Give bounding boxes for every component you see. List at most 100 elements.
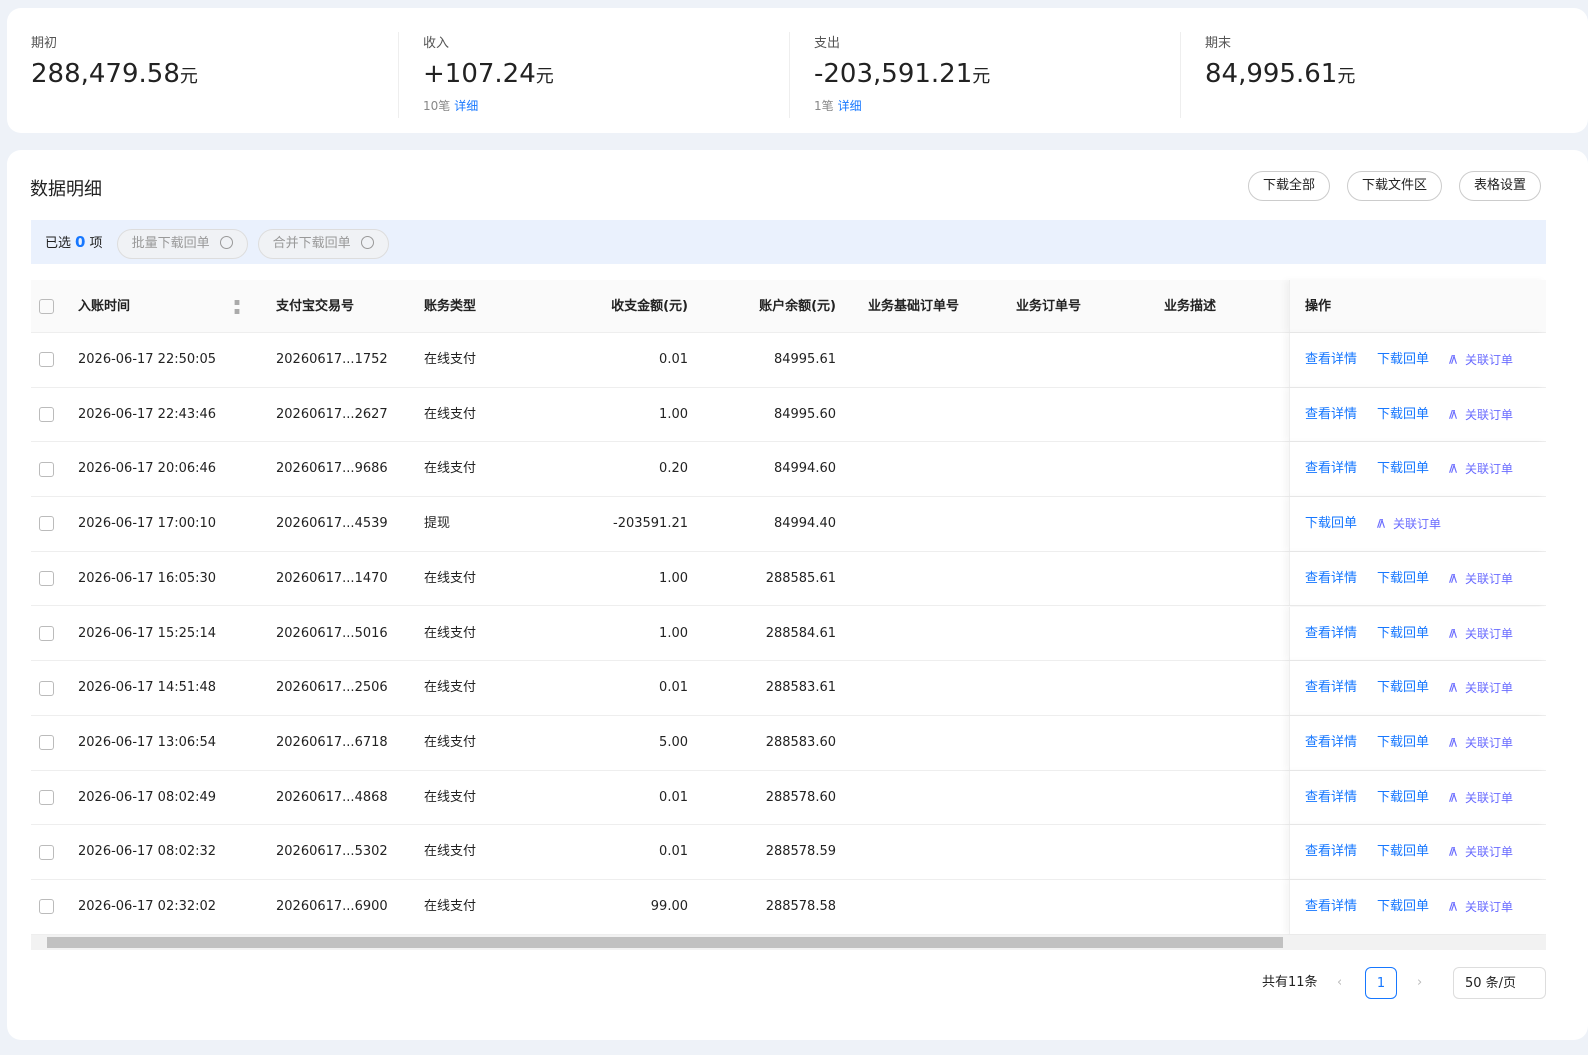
cell: 20260617...4868 (276, 789, 388, 805)
next-page[interactable]: › (1417, 975, 1423, 990)
checkbox[interactable] (39, 625, 54, 641)
summary-label: 期初 (31, 36, 58, 51)
amount: +107.24 (423, 59, 536, 89)
selected-suffix: 项 (89, 236, 103, 251)
table-row: 2026-06-17 08:02:49 20260617...4868 在线支付 0.… (31, 770, 1546, 826)
unit: 元 (972, 66, 991, 87)
scrollbar[interactable] (31, 935, 1546, 950)
action-link[interactable]: 查看详情 (1305, 406, 1358, 422)
selected-prefix: 已选 (45, 236, 72, 251)
action-link[interactable]: 下载回单 (1377, 406, 1430, 422)
summary-item: 支出 -203,591.21元 1笔 详细 (789, 32, 1180, 118)
action-link[interactable]: 下载回单 (1377, 734, 1430, 750)
cell: 在线支付 (424, 352, 477, 367)
cell: 20260617...5302 (276, 844, 388, 860)
detail-card: 数据明细 已选 0 项 批量下载回单 合并下载回单 入账时间 支付宝交易号 账务类型 收支金… (7, 150, 1588, 1040)
link-icon: //\ (1449, 790, 1457, 804)
link-icon: //\ (1449, 462, 1457, 476)
cell: 20260617...6718 (276, 734, 388, 750)
action-link[interactable]: 下载回单 (1377, 570, 1430, 586)
checkbox[interactable] (39, 789, 54, 805)
cell: 84994.40 (773, 516, 836, 532)
cell: -203591.21 (613, 516, 688, 532)
link-order[interactable]: 关联订单 (1393, 517, 1442, 532)
summary-count: 1笔 详细 (814, 97, 1180, 114)
action-link[interactable]: 查看详情 (1305, 844, 1358, 860)
action-link[interactable]: 下载回单 (1377, 461, 1430, 477)
action-link[interactable]: 查看详情 (1305, 352, 1358, 367)
cell: 20260617...1752 (276, 352, 388, 367)
table-row: 2026-06-17 13:06:54 20260617...6718 在线支付 5.… (31, 715, 1546, 771)
prev-page[interactable]: ‹ (1337, 975, 1343, 990)
page-size[interactable]: 50 条/页 (1453, 967, 1546, 999)
action-link[interactable]: 下载回单 (1377, 844, 1430, 860)
unit: 元 (179, 66, 198, 87)
toolbar-button[interactable]: 表格设置 (1459, 171, 1542, 201)
link-icon: //\ (1449, 735, 1457, 749)
checkbox[interactable] (39, 516, 54, 532)
summary-label: 期末 (1205, 36, 1232, 51)
link-order[interactable]: 关联订单 (1465, 626, 1514, 641)
count: 1笔 (814, 99, 834, 113)
total-count: 共有11条 (1262, 975, 1318, 990)
action-link[interactable]: 下载回单 (1377, 352, 1430, 367)
cell: 在线支付 (424, 899, 477, 914)
cell: 99.00 (650, 899, 688, 914)
detail-link[interactable]: 详细 (837, 99, 862, 113)
page-number[interactable]: 1 (1365, 967, 1397, 999)
table-row: 2026-06-17 22:43:46 20260617...2627 在线支付 1.… (31, 387, 1546, 443)
action-link[interactable]: 查看详情 (1305, 680, 1358, 696)
action-link[interactable]: 下载回单 (1377, 789, 1430, 805)
checkbox[interactable] (39, 680, 54, 696)
scroll-thumb[interactable] (47, 937, 1283, 948)
action-link[interactable]: 查看详情 (1305, 461, 1358, 477)
action-link[interactable]: 查看详情 (1305, 899, 1358, 914)
link-order[interactable]: 关联订单 (1465, 462, 1514, 477)
checkbox[interactable] (39, 571, 54, 587)
cell: 2026-06-17 22:43:46 (78, 406, 217, 422)
link-order[interactable]: 关联订单 (1465, 681, 1514, 696)
summary-amount: -203,591.21元 (814, 59, 1180, 89)
cell: 84995.61 (773, 352, 836, 367)
action-link[interactable]: 查看详情 (1305, 570, 1358, 586)
toolbar-button[interactable]: 下载文件区 (1347, 171, 1443, 201)
link-order[interactable]: 关联订单 (1465, 571, 1514, 586)
checkbox[interactable] (39, 844, 54, 860)
checkbox[interactable] (39, 299, 54, 314)
action-link[interactable]: 查看详情 (1305, 734, 1358, 750)
link-order[interactable]: 关联订单 (1465, 735, 1514, 750)
link-icon: //\ (1449, 571, 1457, 585)
cell: 84995.60 (773, 406, 836, 422)
checkbox[interactable] (39, 461, 54, 477)
action-link[interactable]: 下载回单 (1305, 516, 1358, 532)
link-order[interactable]: 关联订单 (1465, 900, 1514, 914)
batch-button[interactable]: 批量下载回单 (116, 229, 248, 259)
action-link[interactable]: 下载回单 (1377, 899, 1430, 914)
cell: 0.01 (659, 789, 688, 805)
summary-item: 期末 84,995.61元 (1180, 32, 1571, 118)
cell: 5.00 (659, 734, 688, 750)
action-cell: 查看详情 下载回单 关联订单 //\ (1289, 661, 1546, 715)
action-link[interactable]: 下载回单 (1377, 625, 1430, 641)
action-link[interactable]: 查看详情 (1305, 625, 1358, 641)
link-order[interactable]: 关联订单 (1465, 407, 1514, 422)
toolbar-button[interactable]: 下载全部 (1248, 171, 1331, 201)
link-order[interactable]: 关联订单 (1465, 845, 1514, 860)
section-title: 数据明细 (30, 179, 102, 200)
action-link[interactable]: 下载回单 (1377, 680, 1430, 696)
action-link[interactable]: 查看详情 (1305, 789, 1358, 805)
batch-button[interactable]: 合并下载回单 (257, 229, 389, 259)
summary-label: 支出 (814, 36, 841, 51)
detail-link[interactable]: 详细 (454, 99, 479, 113)
selected-count: 0 (75, 233, 86, 251)
checkbox[interactable] (39, 899, 54, 915)
link-order[interactable]: 关联订单 (1465, 790, 1514, 805)
table-row: 2026-06-17 17:00:10 20260617...4539 提现 -203… (31, 497, 1546, 552)
checkbox[interactable] (39, 407, 54, 423)
cell: 0.20 (659, 461, 688, 477)
link-order[interactable]: 关联订单 (1465, 353, 1514, 367)
checkbox[interactable] (39, 352, 54, 368)
column-header: 收支金额(元) (611, 299, 688, 314)
cell: 288578.60 (765, 789, 836, 805)
checkbox[interactable] (39, 735, 54, 751)
